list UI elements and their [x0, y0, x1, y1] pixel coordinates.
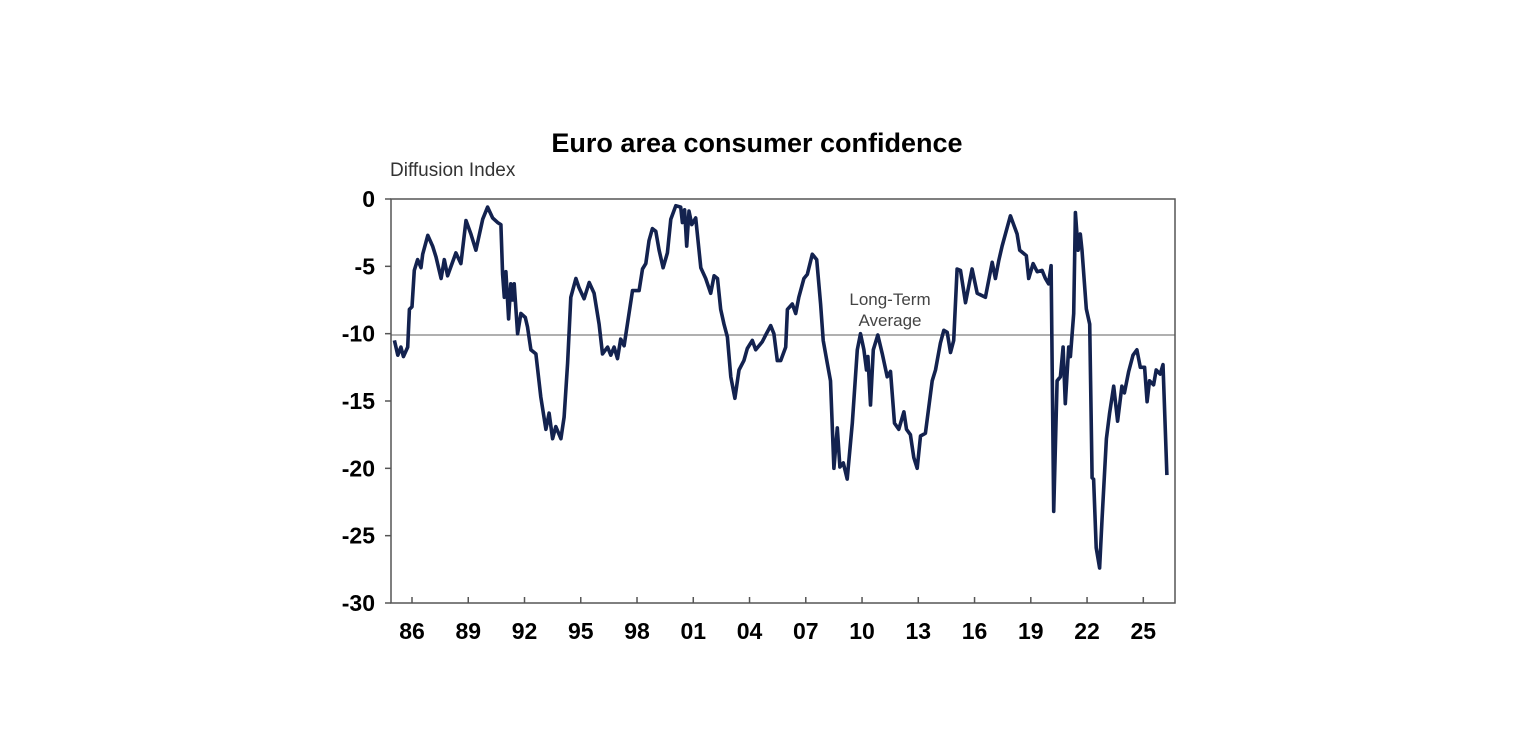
y-tick-label: 0: [362, 186, 375, 212]
x-tick-label: 92: [512, 618, 538, 644]
axes: 0 -5 -10 -15 -20 -25 -30 86 89 92 95 98 01 04 07 10 13 16…: [342, 186, 1176, 644]
x-tick-label: 86: [399, 618, 425, 644]
long-term-average-label-line2: Average: [858, 311, 921, 330]
y-tick-label: -5: [355, 253, 376, 279]
x-tick-label: 04: [737, 618, 763, 644]
x-tick-label: 13: [905, 618, 931, 644]
x-tick-label: 10: [849, 618, 875, 644]
x-tick-label: 98: [624, 618, 650, 644]
y-tick-label: -20: [342, 455, 375, 481]
x-tick-label: 25: [1131, 618, 1157, 644]
y-axis-label: Diffusion Index: [390, 160, 516, 181]
series-group: [392, 203, 1169, 570]
long-term-average-label-line1: Long-Term: [849, 290, 930, 309]
y-tick-label: -10: [342, 321, 375, 347]
chart-title: Euro area consumer confidence: [551, 128, 962, 158]
x-tick-label: 16: [962, 618, 988, 644]
x-tick-label: 89: [455, 618, 481, 644]
y-tick-label: -30: [342, 590, 375, 616]
series-line: [392, 203, 1169, 570]
long-term-average: Long-Term Average: [391, 290, 1175, 336]
x-tick-label: 95: [568, 618, 594, 644]
x-tick-label: 07: [793, 618, 819, 644]
y-tick-label: -15: [342, 388, 375, 414]
x-tick-label: 19: [1018, 618, 1044, 644]
x-tick-label: 22: [1074, 618, 1100, 644]
y-tick-label: -25: [342, 523, 375, 549]
x-tick-label: 01: [680, 618, 706, 644]
